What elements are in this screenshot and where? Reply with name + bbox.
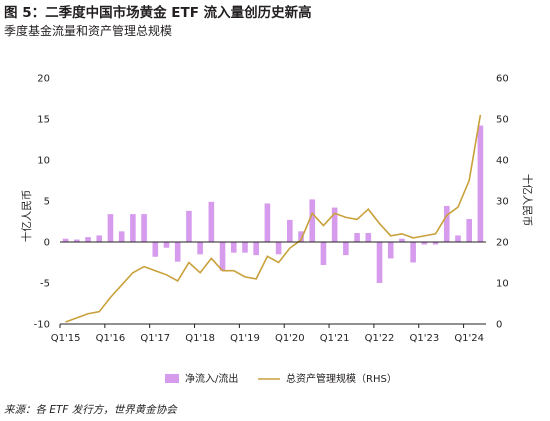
bar-Q2'21 [343,242,349,256]
bar-Q1'19 [242,242,248,253]
bar-Q3'19 [264,203,271,242]
bar-Q3'15 [85,237,91,242]
y-axis-right-ticks: 0 10 20 30 40 50 60 [496,74,509,331]
bar-Q2'17 [163,242,170,248]
x-tick-label: Q1'18 [185,333,215,344]
y-left-tick-label: 20 [37,74,50,85]
bar-Q4'16 [141,214,147,242]
bar-series [62,125,484,283]
y-right-tick-label: 20 [496,238,509,249]
bar-Q4'21 [365,232,372,242]
y-right-tick-label: 10 [496,279,509,290]
bar-Q1'22 [376,242,383,283]
y-right-tick-label: 0 [496,320,502,331]
source-note: 来源：各 ETF 发行方，世界黄金协会 [4,404,177,416]
legend-bar-label: 净流入/流出 [185,372,238,385]
bar-Q3'22 [399,238,405,242]
y-axis-right-label: 十亿人民币 [521,174,534,227]
legend-line-label: 总资产管理规模（RHS） [286,372,397,385]
y-axis-left-label: 十亿人民币 [20,190,33,243]
bar-Q1'21 [331,207,338,242]
y-right-tick-label: 30 [496,197,509,208]
bar-Q1'17 [152,242,159,257]
y-left-tick-label: 10 [37,156,50,167]
x-axis-ticks: Q1'15 Q1'16 Q1'17 Q1'18 Q1'19 Q1'20 Q1'21 Q1'22… [51,324,484,344]
legend: 净流入/流出 总资产管理规模（RHS） [165,372,397,385]
bar-Q1'23 [421,242,428,245]
bar-Q4'20 [320,242,327,265]
y-right-tick-label: 50 [496,115,509,126]
x-tick-label: Q1'20 [275,333,305,344]
y-right-tick-label: 60 [496,74,509,85]
bar-Q2'18 [208,201,215,242]
y-left-tick-label: -10 [34,320,50,331]
bar-Q1'20 [287,219,293,242]
bar-Q4'19 [275,242,282,255]
x-tick-label: Q1'19 [230,333,260,344]
bar-Q4'18 [230,242,237,253]
x-tick-label: Q1'17 [140,333,170,344]
bar-Q2'24 [477,125,484,242]
bar-Q4'22 [410,242,416,263]
bar-Q3'18 [219,242,226,271]
bar-Q3'17 [174,242,181,262]
chart-title: 图 5：二季度中国市场黄金 ETF 流入量创历史新高 [4,5,312,21]
bar-Q2'23 [432,242,439,245]
bar-Q3'20 [309,199,316,242]
bar-Q1'15 [62,238,69,242]
bar-Q3'16 [130,214,136,242]
y-left-tick-label: 0 [44,238,50,249]
bar-Q2'19 [253,242,259,256]
aum-line-series [65,114,482,323]
x-tick-label: Q1'23 [409,333,439,344]
bar-Q1'24 [466,219,472,242]
x-tick-label: Q1'21 [320,333,350,344]
bar-Q3'23 [443,205,450,242]
bar-Q4'15 [96,235,103,242]
bar-Q1'18 [197,242,203,255]
y-left-tick-label: -5 [40,279,50,290]
bar-Q4'17 [186,210,192,242]
x-tick-label: Q1'15 [51,333,81,344]
chart-subtitle: 季度基金流量和资产管理总规模 [4,24,173,38]
legend-bar-swatch [165,374,179,383]
bar-Q4'23 [455,235,461,242]
y-left-tick-label: 5 [44,197,50,208]
bar-Q2'22 [387,242,394,259]
y-axis-left-ticks: -10 -5 0 5 10 15 20 [34,74,50,331]
bar-Q1'16 [107,214,114,242]
x-tick-label: Q1'24 [454,333,484,344]
y-left-tick-label: 15 [37,115,50,126]
bar-Q2'20 [298,231,304,242]
x-tick-label: Q1'22 [365,333,395,344]
x-tick-label: Q1'16 [96,333,126,344]
bar-Q2'16 [118,231,125,242]
bar-Q2'15 [74,239,80,242]
bar-Q3'21 [354,232,360,242]
y-right-tick-label: 40 [496,156,509,167]
